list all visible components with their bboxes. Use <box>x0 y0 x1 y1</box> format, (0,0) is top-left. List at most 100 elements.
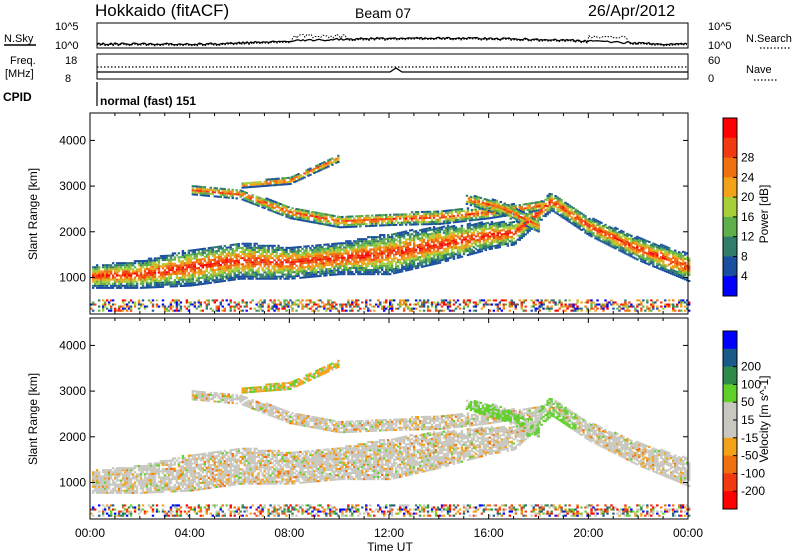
nave-label: Nave <box>746 64 772 76</box>
power-cell <box>151 299 155 302</box>
power-cell <box>273 255 276 258</box>
power-cell <box>652 252 655 255</box>
power-cell <box>456 227 460 231</box>
power-cell <box>193 191 197 194</box>
power-cell <box>684 274 687 277</box>
power-cell <box>235 276 238 279</box>
power-cell <box>343 217 346 220</box>
power-cell <box>686 264 689 267</box>
power-cell <box>353 219 356 222</box>
power-cell <box>398 239 402 243</box>
power-cell <box>227 246 230 249</box>
power-cell <box>682 267 685 270</box>
power-cell <box>271 208 274 211</box>
power-cell <box>658 261 661 264</box>
power-cell <box>351 252 354 255</box>
power-cell <box>299 260 302 263</box>
power-cell <box>247 271 250 274</box>
power-cell <box>458 250 462 253</box>
power-cell <box>509 205 512 208</box>
power-cell <box>444 239 448 242</box>
power-cell <box>349 215 352 218</box>
power-cell <box>223 261 226 264</box>
power-cell <box>524 229 527 232</box>
power-cell <box>325 164 328 167</box>
power-cell <box>357 273 360 276</box>
power-cell <box>682 250 685 253</box>
power-cell <box>335 257 338 260</box>
power-cell <box>95 272 99 275</box>
power-cell <box>315 246 318 249</box>
power-cell <box>432 238 436 241</box>
power-cell <box>377 256 380 259</box>
power-cell <box>642 240 645 243</box>
power-cell <box>319 222 322 225</box>
power-cell <box>125 286 129 289</box>
power-cell <box>412 255 416 258</box>
power-cell <box>239 195 242 198</box>
power-cell <box>494 240 498 243</box>
power-cell <box>237 255 240 258</box>
power-cell <box>442 240 446 243</box>
power-cell <box>191 253 195 256</box>
power-cell <box>321 268 324 271</box>
power-cell <box>408 237 412 240</box>
power-cell <box>341 252 344 255</box>
power-cell <box>574 216 577 219</box>
power-cell <box>448 230 452 233</box>
power-cell <box>291 252 294 255</box>
power-cell <box>335 159 338 162</box>
power-cell <box>428 239 432 242</box>
power-cell <box>408 247 412 251</box>
power-cell <box>475 195 479 198</box>
power-cell <box>149 282 153 285</box>
power-cell <box>499 211 503 214</box>
power-cell <box>273 206 276 209</box>
power-cell <box>568 220 571 223</box>
power-cell <box>101 299 105 302</box>
power-cell <box>496 221 500 224</box>
power-cell <box>434 222 438 226</box>
power-cell <box>650 247 653 250</box>
power-cell <box>668 257 671 260</box>
power-cell <box>293 174 296 177</box>
power-cell <box>267 200 270 203</box>
power-cell <box>438 243 442 246</box>
power-cell <box>672 273 675 276</box>
power-cell <box>267 263 270 266</box>
power-cell <box>367 216 370 219</box>
power-cell <box>506 230 509 233</box>
power-cell <box>656 264 659 267</box>
power-cell <box>424 252 428 255</box>
power-cell <box>375 218 378 221</box>
power-cell <box>490 225 494 228</box>
power-cell <box>329 251 332 254</box>
power-cell <box>175 274 179 277</box>
power-cell <box>377 240 380 243</box>
power-cell <box>385 248 388 251</box>
power-cell <box>335 244 338 247</box>
power-cell <box>163 307 167 310</box>
power-cell <box>353 223 356 226</box>
power-cell <box>337 221 340 224</box>
power-cell <box>249 257 252 260</box>
power-cell <box>227 266 230 270</box>
power-cell <box>518 238 521 241</box>
power-cell <box>408 213 412 216</box>
power-cell <box>670 272 673 275</box>
power-cell <box>544 215 547 218</box>
power-cell <box>321 258 324 261</box>
power-cell <box>420 255 424 258</box>
power-cell <box>375 250 378 253</box>
power-cell <box>542 202 545 205</box>
power-cell <box>394 238 398 241</box>
power-cell <box>277 259 280 262</box>
power-cell <box>117 286 121 289</box>
power-cell <box>642 248 645 251</box>
power-cell <box>616 242 619 245</box>
power-cell <box>389 236 392 239</box>
power-cell <box>299 266 302 269</box>
power-cell <box>357 221 360 224</box>
power-cell <box>275 271 278 274</box>
power-cell <box>165 258 169 261</box>
